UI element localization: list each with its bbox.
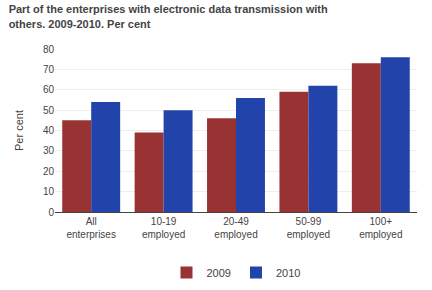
svg-text:2010: 2010 bbox=[276, 267, 300, 279]
svg-text:2009: 2009 bbox=[207, 267, 231, 279]
svg-text:50: 50 bbox=[43, 105, 55, 116]
svg-text:50-99employed: 50-99employed bbox=[287, 216, 330, 240]
svg-text:80: 80 bbox=[43, 44, 55, 55]
svg-text:20: 20 bbox=[43, 166, 55, 177]
svg-text:100+employed: 100+employed bbox=[359, 216, 402, 240]
svg-text:10: 10 bbox=[43, 186, 55, 197]
svg-text:20-49employed: 20-49employed bbox=[214, 216, 257, 240]
svg-text:Part of the enterprises with e: Part of the enterprises with electronic … bbox=[9, 3, 328, 29]
svg-text:60: 60 bbox=[43, 84, 55, 95]
svg-text:Per cent: Per cent bbox=[13, 110, 25, 151]
svg-text:10-19employed: 10-19employed bbox=[142, 216, 185, 240]
svg-text:30: 30 bbox=[43, 145, 55, 156]
svg-text:70: 70 bbox=[43, 64, 55, 75]
svg-text:40: 40 bbox=[43, 125, 55, 136]
svg-text:0: 0 bbox=[48, 207, 54, 218]
svg-text:Allenterprises: Allenterprises bbox=[66, 216, 115, 240]
